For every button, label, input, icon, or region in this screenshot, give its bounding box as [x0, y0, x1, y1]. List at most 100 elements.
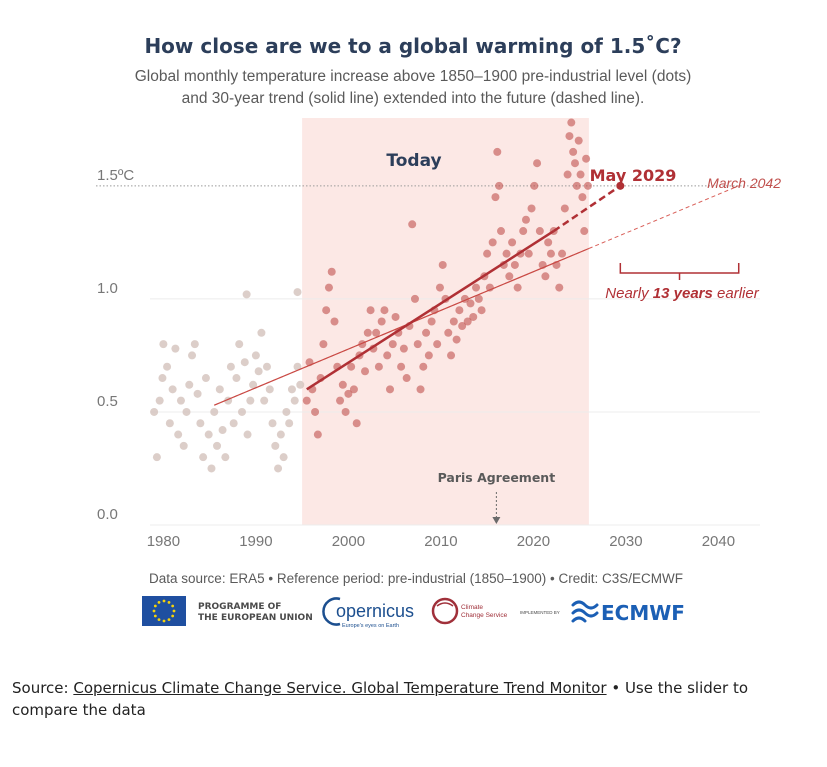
x-axis-ticks: 1980 1990 2000 2010 2020 2030 2040 — [147, 533, 735, 550]
y-tick-label: 1.0 — [97, 280, 118, 297]
data-point — [193, 389, 202, 398]
ecmwf-logo: IMPLEMENTED BY ECMWF — [520, 600, 685, 625]
data-point — [524, 249, 533, 258]
data-point — [265, 385, 274, 394]
data-point — [458, 322, 467, 331]
today-label: Today — [386, 151, 441, 171]
data-point — [424, 351, 433, 360]
data-point — [397, 362, 406, 371]
data-point — [560, 204, 569, 213]
data-point — [287, 385, 296, 394]
y-tick-label: 0.5 — [97, 393, 118, 410]
data-point — [361, 367, 370, 376]
chart-title: How close are we to a global warming of … — [144, 34, 681, 58]
data-point — [546, 249, 555, 258]
eu-star — [157, 600, 161, 604]
data-point — [576, 170, 585, 179]
data-point — [330, 317, 339, 326]
data-point — [474, 294, 483, 303]
data-point — [201, 374, 210, 383]
data-point — [338, 380, 347, 389]
data-point — [235, 340, 244, 349]
data-point — [491, 193, 500, 202]
monthly-dots — [150, 118, 592, 473]
data-point — [472, 283, 481, 292]
data-point — [168, 385, 177, 394]
eu-star — [153, 604, 157, 608]
data-point — [447, 351, 456, 360]
data-point — [229, 419, 238, 428]
data-point — [580, 227, 589, 236]
data-point — [513, 283, 522, 292]
source-link[interactable]: Copernicus Climate Change Service. Globa… — [73, 679, 607, 697]
data-point — [171, 344, 180, 353]
eu-star — [162, 599, 166, 603]
data-point — [313, 430, 322, 439]
source-caption: Source: Copernicus Climate Change Servic… — [12, 677, 817, 721]
data-point — [210, 407, 219, 416]
data-point — [510, 260, 519, 269]
data-point — [583, 181, 592, 190]
eu-logo-line1: PROGRAMME OF — [198, 602, 281, 612]
data-point — [215, 385, 224, 394]
march-2042-label: March 2042 — [707, 175, 781, 191]
data-point — [399, 344, 408, 353]
data-point — [240, 358, 249, 367]
implemented-by-label: IMPLEMENTED BY — [520, 610, 560, 615]
data-point — [422, 328, 431, 337]
data-point — [413, 340, 422, 349]
data-point — [293, 288, 302, 297]
data-point — [408, 220, 417, 229]
data-point — [268, 419, 277, 428]
eu-star — [153, 614, 157, 618]
c3s-line1: Climate — [461, 604, 483, 611]
copernicus-wordmark: opernicus — [336, 601, 414, 621]
data-point — [410, 294, 419, 303]
data-point — [391, 312, 400, 321]
x-tick-label: 1990 — [239, 533, 272, 550]
data-point — [190, 340, 199, 349]
may-2029-marker — [616, 181, 625, 190]
x-tick-label: 2030 — [609, 533, 642, 550]
data-point — [535, 227, 544, 236]
data-point — [207, 464, 216, 473]
data-point — [290, 396, 299, 405]
data-point — [276, 430, 285, 439]
data-point — [386, 385, 394, 394]
data-point — [327, 267, 336, 276]
data-point — [438, 260, 447, 269]
data-point — [158, 374, 167, 383]
data-point — [199, 453, 208, 462]
data-point — [563, 170, 572, 179]
data-point — [416, 385, 425, 394]
data-point — [544, 238, 553, 247]
data-point — [508, 238, 517, 247]
data-point — [419, 362, 428, 371]
data-point — [383, 351, 392, 360]
data-point — [483, 249, 492, 258]
data-point — [363, 328, 372, 337]
data-point — [341, 407, 350, 416]
data-point — [260, 396, 269, 405]
data-point — [493, 147, 502, 156]
paris-arrow-icon — [492, 492, 501, 524]
source-prefix: Source: — [12, 679, 74, 697]
eu-star — [171, 604, 175, 608]
eu-star — [167, 618, 171, 622]
data-point — [226, 362, 235, 371]
data-point — [388, 340, 397, 349]
data-point — [466, 299, 475, 308]
c3s-logo: Climate Change Service — [431, 597, 508, 625]
data-point — [150, 407, 159, 416]
ecmwf-wave-icon — [571, 600, 599, 623]
x-tick-label: 2000 — [332, 533, 365, 550]
data-point — [196, 419, 205, 428]
data-point — [533, 159, 542, 168]
data-point — [238, 407, 246, 416]
data-point — [366, 306, 375, 315]
data-point — [582, 154, 591, 163]
data-point — [565, 132, 574, 141]
trend-dashed-line — [553, 184, 622, 233]
data-point — [213, 441, 222, 450]
data-point — [324, 283, 333, 292]
